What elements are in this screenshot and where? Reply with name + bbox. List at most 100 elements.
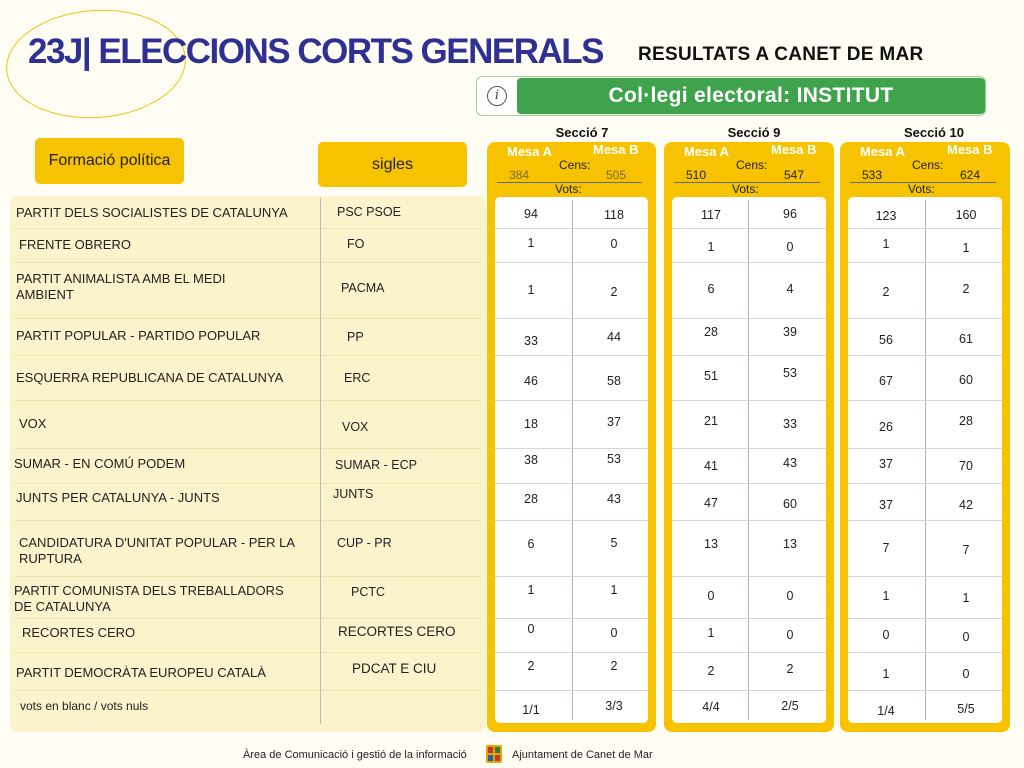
votes-mesa-a: 1	[882, 237, 890, 251]
votes-mesa-b: 0	[610, 237, 618, 251]
votes-mesa-b: 2	[610, 285, 618, 299]
footer-department: Àrea de Comunicació i gestió de la infor…	[243, 749, 467, 761]
result-row-divider	[672, 618, 826, 619]
party-row-divider	[14, 400, 482, 401]
votes-mesa-a: 1	[707, 240, 715, 254]
party-acronym: CUP - PR	[337, 536, 392, 550]
party-name: CANDIDATURA D'UNITAT POPULAR - PER LA RU…	[19, 535, 295, 566]
result-row-divider	[848, 576, 1002, 577]
mesa-column-divider	[572, 200, 573, 720]
party-row-divider	[14, 318, 482, 319]
result-row-divider	[672, 520, 826, 521]
votes-mesa-b: 43	[607, 492, 621, 506]
municipal-shield-icon	[486, 745, 502, 763]
votes-mesa-b: 60	[959, 373, 973, 387]
votes-mesa-b: 43	[783, 456, 797, 470]
votes-mesa-a: 2	[527, 659, 535, 673]
result-row-divider	[848, 483, 1002, 484]
section-title: Secció 10	[904, 125, 964, 140]
party-row-divider	[14, 355, 482, 356]
votes-mesa-b: 2	[786, 662, 794, 676]
party-name: JUNTS PER CATALUNYA - JUNTS	[16, 490, 220, 505]
section-results-table	[495, 197, 648, 723]
votes-mesa-b: 44	[607, 330, 621, 344]
votes-label: Vots:	[555, 182, 582, 196]
party-column-divider	[320, 198, 321, 724]
votes-mesa-a: 18	[524, 417, 538, 431]
party-acronym: ERC	[344, 371, 371, 385]
result-row-divider	[495, 576, 648, 577]
result-row-divider	[672, 355, 826, 356]
party-acronym: PCTC	[351, 585, 386, 599]
result-row-divider	[672, 262, 826, 263]
votes-mesa-a: 1	[527, 236, 535, 250]
party-name: VOX	[19, 416, 47, 431]
party-name: PARTIT ANIMALISTA AMB EL MEDI AMBIENT	[16, 271, 226, 302]
votes-mesa-a: 7	[882, 541, 890, 555]
party-column-header: Formació política	[35, 138, 184, 184]
votes-label: Vots:	[732, 182, 759, 196]
result-row-divider	[672, 448, 826, 449]
census-underline	[850, 182, 996, 183]
votes-mesa-a: 67	[879, 374, 893, 388]
votes-mesa-b: 5	[610, 536, 618, 550]
votes-mesa-b: 0	[786, 628, 794, 642]
votes-mesa-a: 13	[704, 537, 718, 551]
result-row-divider	[672, 652, 826, 653]
votes-mesa-b: 2	[962, 282, 970, 296]
party-acronym: PACMA	[341, 281, 385, 295]
votes-mesa-a: 37	[879, 498, 893, 512]
result-row-divider	[672, 318, 826, 319]
census-mesa-a: 533	[862, 168, 883, 182]
result-row-divider	[495, 262, 648, 263]
cens-label: Cens:	[559, 158, 591, 172]
mesa-b-label: Mesa B	[593, 142, 639, 157]
party-row-divider	[14, 448, 482, 449]
votes-mesa-a: 51	[704, 369, 718, 383]
votes-mesa-a: 94	[524, 207, 538, 221]
mesa-column-divider	[925, 200, 926, 720]
votes-mesa-b: 0	[610, 626, 618, 640]
votes-mesa-a: 47	[704, 496, 718, 510]
votes-mesa-b: 53	[607, 452, 621, 466]
votes-mesa-b: 0	[962, 667, 970, 681]
result-row-divider	[848, 228, 1002, 229]
votes-mesa-b: 4	[786, 282, 794, 296]
votes-mesa-b: 7	[962, 543, 970, 557]
mesa-a-label: Mesa A	[507, 144, 553, 159]
party-acronym: PP	[347, 330, 364, 344]
result-row-divider	[672, 483, 826, 484]
votes-mesa-b: 39	[783, 325, 797, 339]
party-name: FRENTE OBRERO	[19, 237, 131, 252]
votes-mesa-b: 2/5	[781, 699, 799, 713]
result-row-divider	[848, 318, 1002, 319]
votes-mesa-b: 13	[783, 537, 797, 551]
section-title: Secció 7	[555, 125, 609, 140]
result-row-divider	[848, 448, 1002, 449]
votes-mesa-a: 1	[882, 589, 890, 603]
votes-mesa-b: 2	[610, 659, 618, 673]
party-acronym: JUNTS	[333, 487, 374, 501]
votes-mesa-a: 41	[704, 459, 718, 473]
result-row-divider	[848, 652, 1002, 653]
party-acronym: VOX	[342, 420, 369, 434]
cens-label: Cens:	[736, 158, 768, 172]
party-row-divider	[14, 520, 482, 521]
votes-label: Vots:	[908, 182, 935, 196]
result-row-divider	[495, 228, 648, 229]
result-row-divider	[495, 448, 648, 449]
party-acronym: SUMAR - ECP	[335, 458, 417, 472]
votes-mesa-b: 5/5	[957, 702, 975, 716]
votes-mesa-a: 38	[524, 453, 538, 467]
votes-mesa-a: 1/4	[877, 704, 895, 718]
result-row-divider	[495, 318, 648, 319]
votes-mesa-b: 28	[959, 414, 973, 428]
party-name: RECORTES CERO	[22, 625, 136, 640]
party-row-divider	[14, 618, 482, 619]
votes-mesa-a: 6	[707, 282, 715, 296]
party-name: SUMAR - EN COMÚ PODEM	[14, 456, 186, 471]
votes-mesa-a: 1	[527, 283, 535, 297]
votes-mesa-a: 1	[527, 583, 535, 597]
votes-mesa-b: 0	[786, 589, 794, 603]
result-row-divider	[672, 228, 826, 229]
